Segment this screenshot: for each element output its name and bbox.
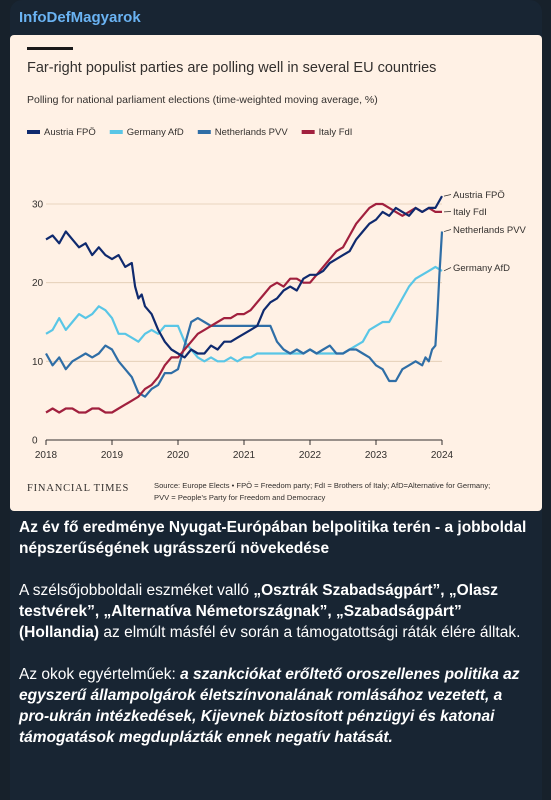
series-lines xyxy=(45,195,444,414)
chart-subtitle: Polling for national parliament election… xyxy=(27,94,378,106)
source-line-2: PVV = People's Party for Freedom and Dem… xyxy=(154,493,326,502)
end-label-leader-1 xyxy=(443,267,452,272)
legend-label-1: Germany AfD xyxy=(127,127,184,138)
x-tick-label-0: 2018 xyxy=(35,450,58,461)
end-label-leader-2 xyxy=(443,229,452,232)
title-rule xyxy=(27,47,73,50)
party-names: „Osztrák Szabadságpárt”, „Olasz testvére… xyxy=(19,582,498,641)
y-tick-label-1: 10 xyxy=(32,357,44,368)
source-line-1: Source: Europe Elects • FPÖ = Freedom pa… xyxy=(154,481,490,490)
end-label-1: Germany AfD xyxy=(453,263,510,274)
x-tick-label-4: 2022 xyxy=(299,450,322,461)
x-axis: 2018 2019 2020 2021 2022 2023 2024 xyxy=(35,440,454,461)
paragraph-1: A szélsőjobboldali eszméket valló „Osztr… xyxy=(19,580,535,643)
x-tick-label-5: 2023 xyxy=(365,450,388,461)
legend-swatch-2 xyxy=(197,130,211,134)
channel-name[interactable]: InfoDefMagyarok xyxy=(19,9,141,26)
paragraph-1-end: az elmúlt másfél év során a támogatottsá… xyxy=(99,624,521,641)
x-tick-label-3: 2021 xyxy=(233,450,256,461)
legend-swatch-0 xyxy=(27,130,40,134)
message-text: Az év fő eredménye Nyugat-Európában belp… xyxy=(19,517,535,769)
x-tick-label-6: 2024 xyxy=(431,450,454,461)
end-label-0: Austria FPÖ xyxy=(453,190,505,201)
end-label-3: Italy FdI xyxy=(453,207,487,218)
x-tick-label-1: 2019 xyxy=(101,450,124,461)
headline: Az év fő eredménye Nyugat-Európában belp… xyxy=(19,519,527,557)
end-label-leader-0 xyxy=(443,194,452,197)
paragraph-1-intro: A szélsőjobboldali eszméket valló xyxy=(19,582,254,599)
legend-label-3: Italy FdI xyxy=(319,127,353,138)
end-label-2: Netherlands PVV xyxy=(453,225,527,236)
y-axis: 0 10 20 30 xyxy=(32,200,44,447)
legend-label-0: Austria FPÖ xyxy=(44,127,96,138)
y-tick-label-3: 30 xyxy=(32,200,44,211)
legend-swatch-3 xyxy=(301,130,315,134)
reasons-text: a szankciókat erőltető oroszellenes poli… xyxy=(19,666,520,746)
chart-image[interactable]: Far-right populist parties are polling w… xyxy=(10,35,542,511)
chart-title: Far-right populist parties are polling w… xyxy=(27,60,436,76)
source-brand: FINANCIAL TIMES xyxy=(27,483,129,494)
x-tick-label-2: 2020 xyxy=(167,450,190,461)
legend-label-2: Netherlands PVV xyxy=(215,127,289,138)
end-labels: Austria FPÖ Germany AfD Netherlands PVV Ita… xyxy=(443,190,527,274)
line-chart: Far-right populist parties are polling w… xyxy=(27,47,527,502)
y-tick-label-2: 20 xyxy=(32,278,44,289)
legend-swatch-1 xyxy=(109,130,123,134)
series-line-0 xyxy=(45,195,443,359)
y-tick-label-0: 0 xyxy=(32,436,38,447)
legend: Austria FPÖ Germany AfD Netherlands PVV Ita… xyxy=(27,127,352,138)
series-line-3 xyxy=(45,202,442,414)
paragraph-2: Az okok egyértelműek: a szankciókat eről… xyxy=(19,664,535,748)
paragraph-2-intro: Az okok egyértelműek: xyxy=(19,666,181,683)
series-line-1 xyxy=(45,265,443,363)
